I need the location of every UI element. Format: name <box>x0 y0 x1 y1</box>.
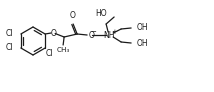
Text: OH: OH <box>137 38 149 47</box>
Text: −: − <box>90 30 96 36</box>
Text: Cl: Cl <box>5 44 13 53</box>
Text: Cl: Cl <box>46 49 54 58</box>
Text: O: O <box>69 11 75 20</box>
Text: O: O <box>50 29 56 38</box>
Text: OH: OH <box>137 23 149 32</box>
Text: HO: HO <box>95 8 107 17</box>
Text: O: O <box>89 31 95 39</box>
Text: Cl: Cl <box>5 30 13 38</box>
Text: NH: NH <box>103 31 115 39</box>
Text: +: + <box>111 30 117 36</box>
Text: CH₃: CH₃ <box>56 47 70 53</box>
